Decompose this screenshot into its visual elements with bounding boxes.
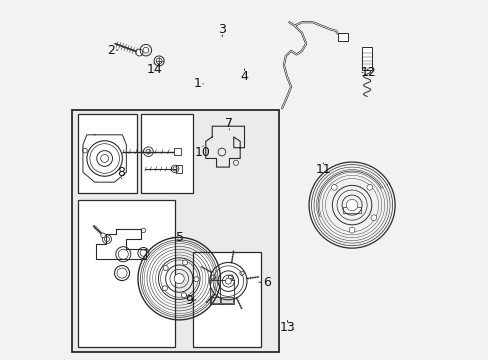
Text: 4: 4 xyxy=(240,69,248,82)
Circle shape xyxy=(174,274,184,284)
Text: 12: 12 xyxy=(360,66,376,79)
Bar xyxy=(78,200,174,347)
Bar xyxy=(362,47,371,69)
Circle shape xyxy=(194,277,199,282)
Bar xyxy=(209,280,223,305)
Circle shape xyxy=(163,266,168,270)
Circle shape xyxy=(225,278,231,284)
Text: 2: 2 xyxy=(106,44,115,57)
Text: 3: 3 xyxy=(218,23,226,36)
Circle shape xyxy=(162,286,167,291)
Bar xyxy=(140,114,192,193)
Circle shape xyxy=(366,184,372,190)
Bar xyxy=(176,165,182,173)
Text: 5: 5 xyxy=(176,231,183,244)
Circle shape xyxy=(346,199,357,211)
Text: 9: 9 xyxy=(184,294,192,307)
Bar xyxy=(78,114,137,193)
Text: 6: 6 xyxy=(262,276,270,289)
Circle shape xyxy=(136,49,142,56)
Bar xyxy=(221,297,232,303)
Text: 10: 10 xyxy=(195,145,210,158)
Bar xyxy=(220,280,233,305)
Bar xyxy=(174,148,181,156)
Bar xyxy=(210,297,222,303)
Circle shape xyxy=(370,215,376,221)
Text: 14: 14 xyxy=(146,63,162,76)
Bar xyxy=(338,33,348,41)
Bar xyxy=(343,207,360,213)
Circle shape xyxy=(101,233,105,238)
Text: 8: 8 xyxy=(117,166,125,179)
Text: 13: 13 xyxy=(279,321,295,334)
Text: 7: 7 xyxy=(225,117,233,130)
Circle shape xyxy=(182,260,187,265)
Circle shape xyxy=(142,47,148,53)
Text: 11: 11 xyxy=(315,163,330,176)
Circle shape xyxy=(181,293,186,298)
Bar xyxy=(72,110,278,352)
Circle shape xyxy=(348,227,354,233)
Circle shape xyxy=(331,184,337,190)
Bar xyxy=(192,252,260,347)
Text: 1: 1 xyxy=(193,77,201,90)
